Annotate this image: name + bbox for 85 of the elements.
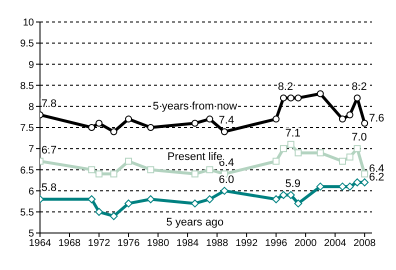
point xyxy=(88,124,96,131)
x-tick-label: 2000 xyxy=(294,238,318,250)
point xyxy=(272,158,280,165)
y-tick-label: 9.5 xyxy=(20,38,34,50)
x-tick-label: 1972 xyxy=(88,238,111,250)
data-label: 7.1 xyxy=(285,127,300,140)
point xyxy=(338,158,346,165)
x-tick-label: 1992 xyxy=(235,238,258,250)
point xyxy=(361,170,368,178)
point xyxy=(125,158,132,165)
point xyxy=(338,116,346,123)
series-label: 5 years from now xyxy=(152,100,238,112)
data-label: 6.7 xyxy=(41,144,57,156)
point xyxy=(206,116,214,123)
point xyxy=(360,178,369,186)
point xyxy=(96,120,103,127)
point xyxy=(287,140,294,148)
point xyxy=(272,116,280,123)
x-tick-label: 1984 xyxy=(176,238,200,250)
point xyxy=(110,128,118,136)
x-tick-label: 1968 xyxy=(58,238,82,250)
series-label: 5 years ago xyxy=(166,216,224,228)
x-tick-label: 1964 xyxy=(28,238,52,250)
data-label: 5.8 xyxy=(41,182,57,194)
data-label: 6.2 xyxy=(368,171,384,184)
point xyxy=(346,111,354,118)
y-tick-label: 6 xyxy=(28,186,34,198)
y-tick-label: 8 xyxy=(28,102,34,113)
data-label: 7.6 xyxy=(368,112,384,124)
point xyxy=(191,170,198,178)
x-tick-label: 1976 xyxy=(117,238,140,250)
y-tick-label: 9 xyxy=(28,60,34,71)
point xyxy=(294,149,302,156)
point xyxy=(316,182,324,191)
point xyxy=(316,149,324,156)
x-tick-label: 1996 xyxy=(264,238,288,250)
y-tick-label: 5 xyxy=(28,228,34,240)
data-label: 6.0 xyxy=(218,174,234,186)
data-label: 7.0 xyxy=(352,132,367,144)
y-tick-label: 6.5 xyxy=(20,165,34,176)
point xyxy=(206,166,214,174)
point xyxy=(280,94,287,102)
point xyxy=(125,116,132,123)
point xyxy=(272,195,280,204)
point xyxy=(220,128,228,136)
point xyxy=(346,154,354,161)
y-tick-label: 10 xyxy=(22,18,34,29)
data-label: 8.2 xyxy=(352,80,367,93)
y-tick-label: 5.5 xyxy=(20,207,34,218)
y-tick-label: 7 xyxy=(28,144,34,156)
point xyxy=(147,166,154,174)
data-label: 7.8 xyxy=(41,98,57,110)
y-tick-label: 7.5 xyxy=(20,123,34,134)
point xyxy=(294,94,302,102)
point xyxy=(147,124,154,131)
point xyxy=(88,166,96,174)
point xyxy=(287,94,294,102)
x-tick-label: 2008 xyxy=(353,238,376,250)
y-tick-label: 8.5 xyxy=(20,80,34,92)
data-label: 8.2 xyxy=(278,80,294,93)
x-tick-label: 2004 xyxy=(324,238,347,250)
point xyxy=(220,186,228,195)
point xyxy=(206,195,214,204)
point xyxy=(88,195,96,204)
point xyxy=(190,199,199,208)
point xyxy=(346,182,354,191)
point xyxy=(279,191,288,200)
point xyxy=(294,199,302,208)
data-label: 7.4 xyxy=(218,114,234,127)
point xyxy=(96,170,103,178)
x-tick-label: 1988 xyxy=(206,238,229,250)
point xyxy=(354,145,361,152)
point xyxy=(110,212,118,220)
x-tick-label: 1980 xyxy=(146,238,170,250)
point xyxy=(146,195,155,204)
point xyxy=(95,208,104,216)
point xyxy=(191,120,198,127)
point xyxy=(110,170,118,178)
data-label: 5.9 xyxy=(285,178,300,190)
point xyxy=(361,120,368,127)
point xyxy=(124,199,133,208)
point xyxy=(354,94,361,102)
point xyxy=(316,90,324,98)
point xyxy=(280,145,287,152)
point xyxy=(353,178,362,186)
